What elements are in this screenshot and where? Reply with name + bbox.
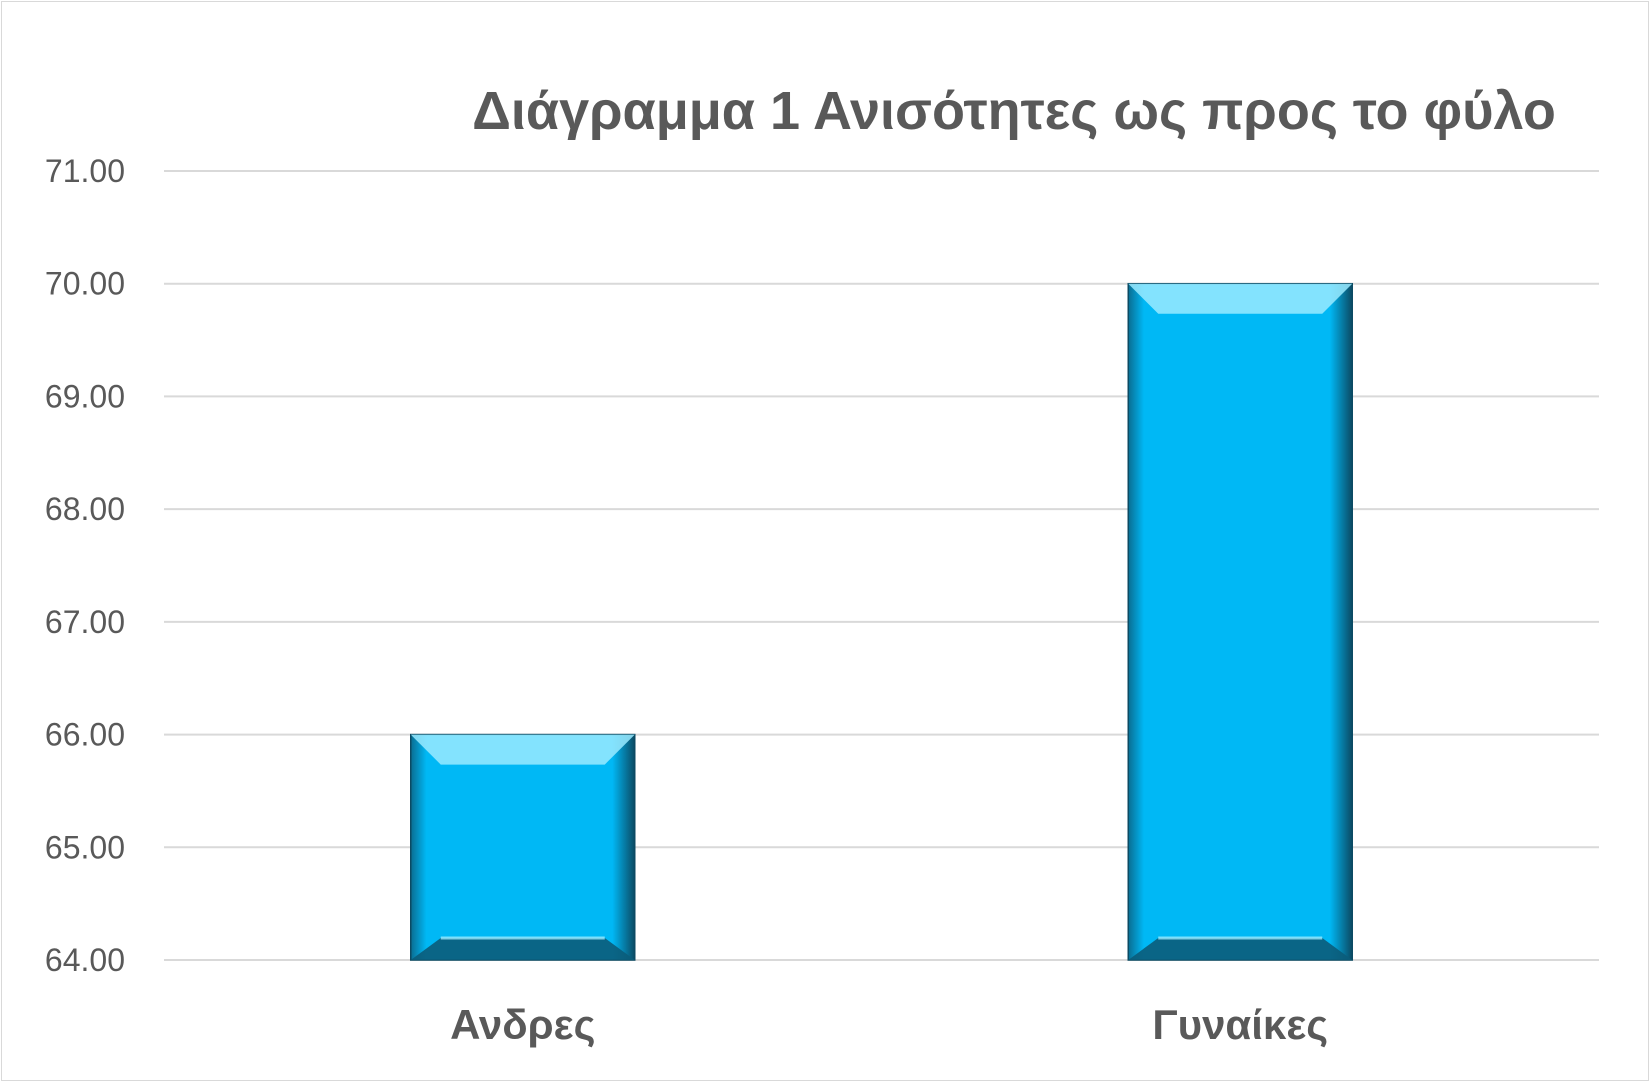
chart-title: Διάγραμμα 1 Ανισότητες ως προς το φύλο (472, 81, 1556, 141)
x-category-label: Ανδρες (450, 1001, 595, 1048)
bar-bottom-bevel (1128, 938, 1353, 960)
y-tick-label: 67.00 (45, 604, 125, 640)
y-tick-label: 68.00 (45, 491, 125, 527)
bar-bottom-bevel (410, 938, 635, 960)
bar-body (1127, 282, 1353, 961)
y-axis: 64.00 65.00 66.00 67.00 68.00 69.00 70.00 71.00 (45, 153, 125, 978)
y-tick-label: 66.00 (45, 717, 125, 753)
y-tick-label: 64.00 (45, 942, 125, 978)
bar-top-bevel (1128, 283, 1353, 314)
bar-top-bevel (410, 734, 635, 765)
y-tick-label: 71.00 (45, 153, 125, 189)
y-tick-label: 70.00 (45, 266, 125, 302)
bar-body (410, 733, 636, 961)
bar (410, 733, 636, 961)
bar (1127, 282, 1353, 961)
y-tick-label: 69.00 (45, 378, 125, 414)
x-category-label: Γυναίκες (1152, 1001, 1328, 1048)
y-tick-label: 65.00 (45, 829, 125, 865)
gridlines (164, 170, 1599, 961)
x-axis: Ανδρες Γυναίκες (450, 1001, 1328, 1048)
bars (410, 282, 1353, 961)
